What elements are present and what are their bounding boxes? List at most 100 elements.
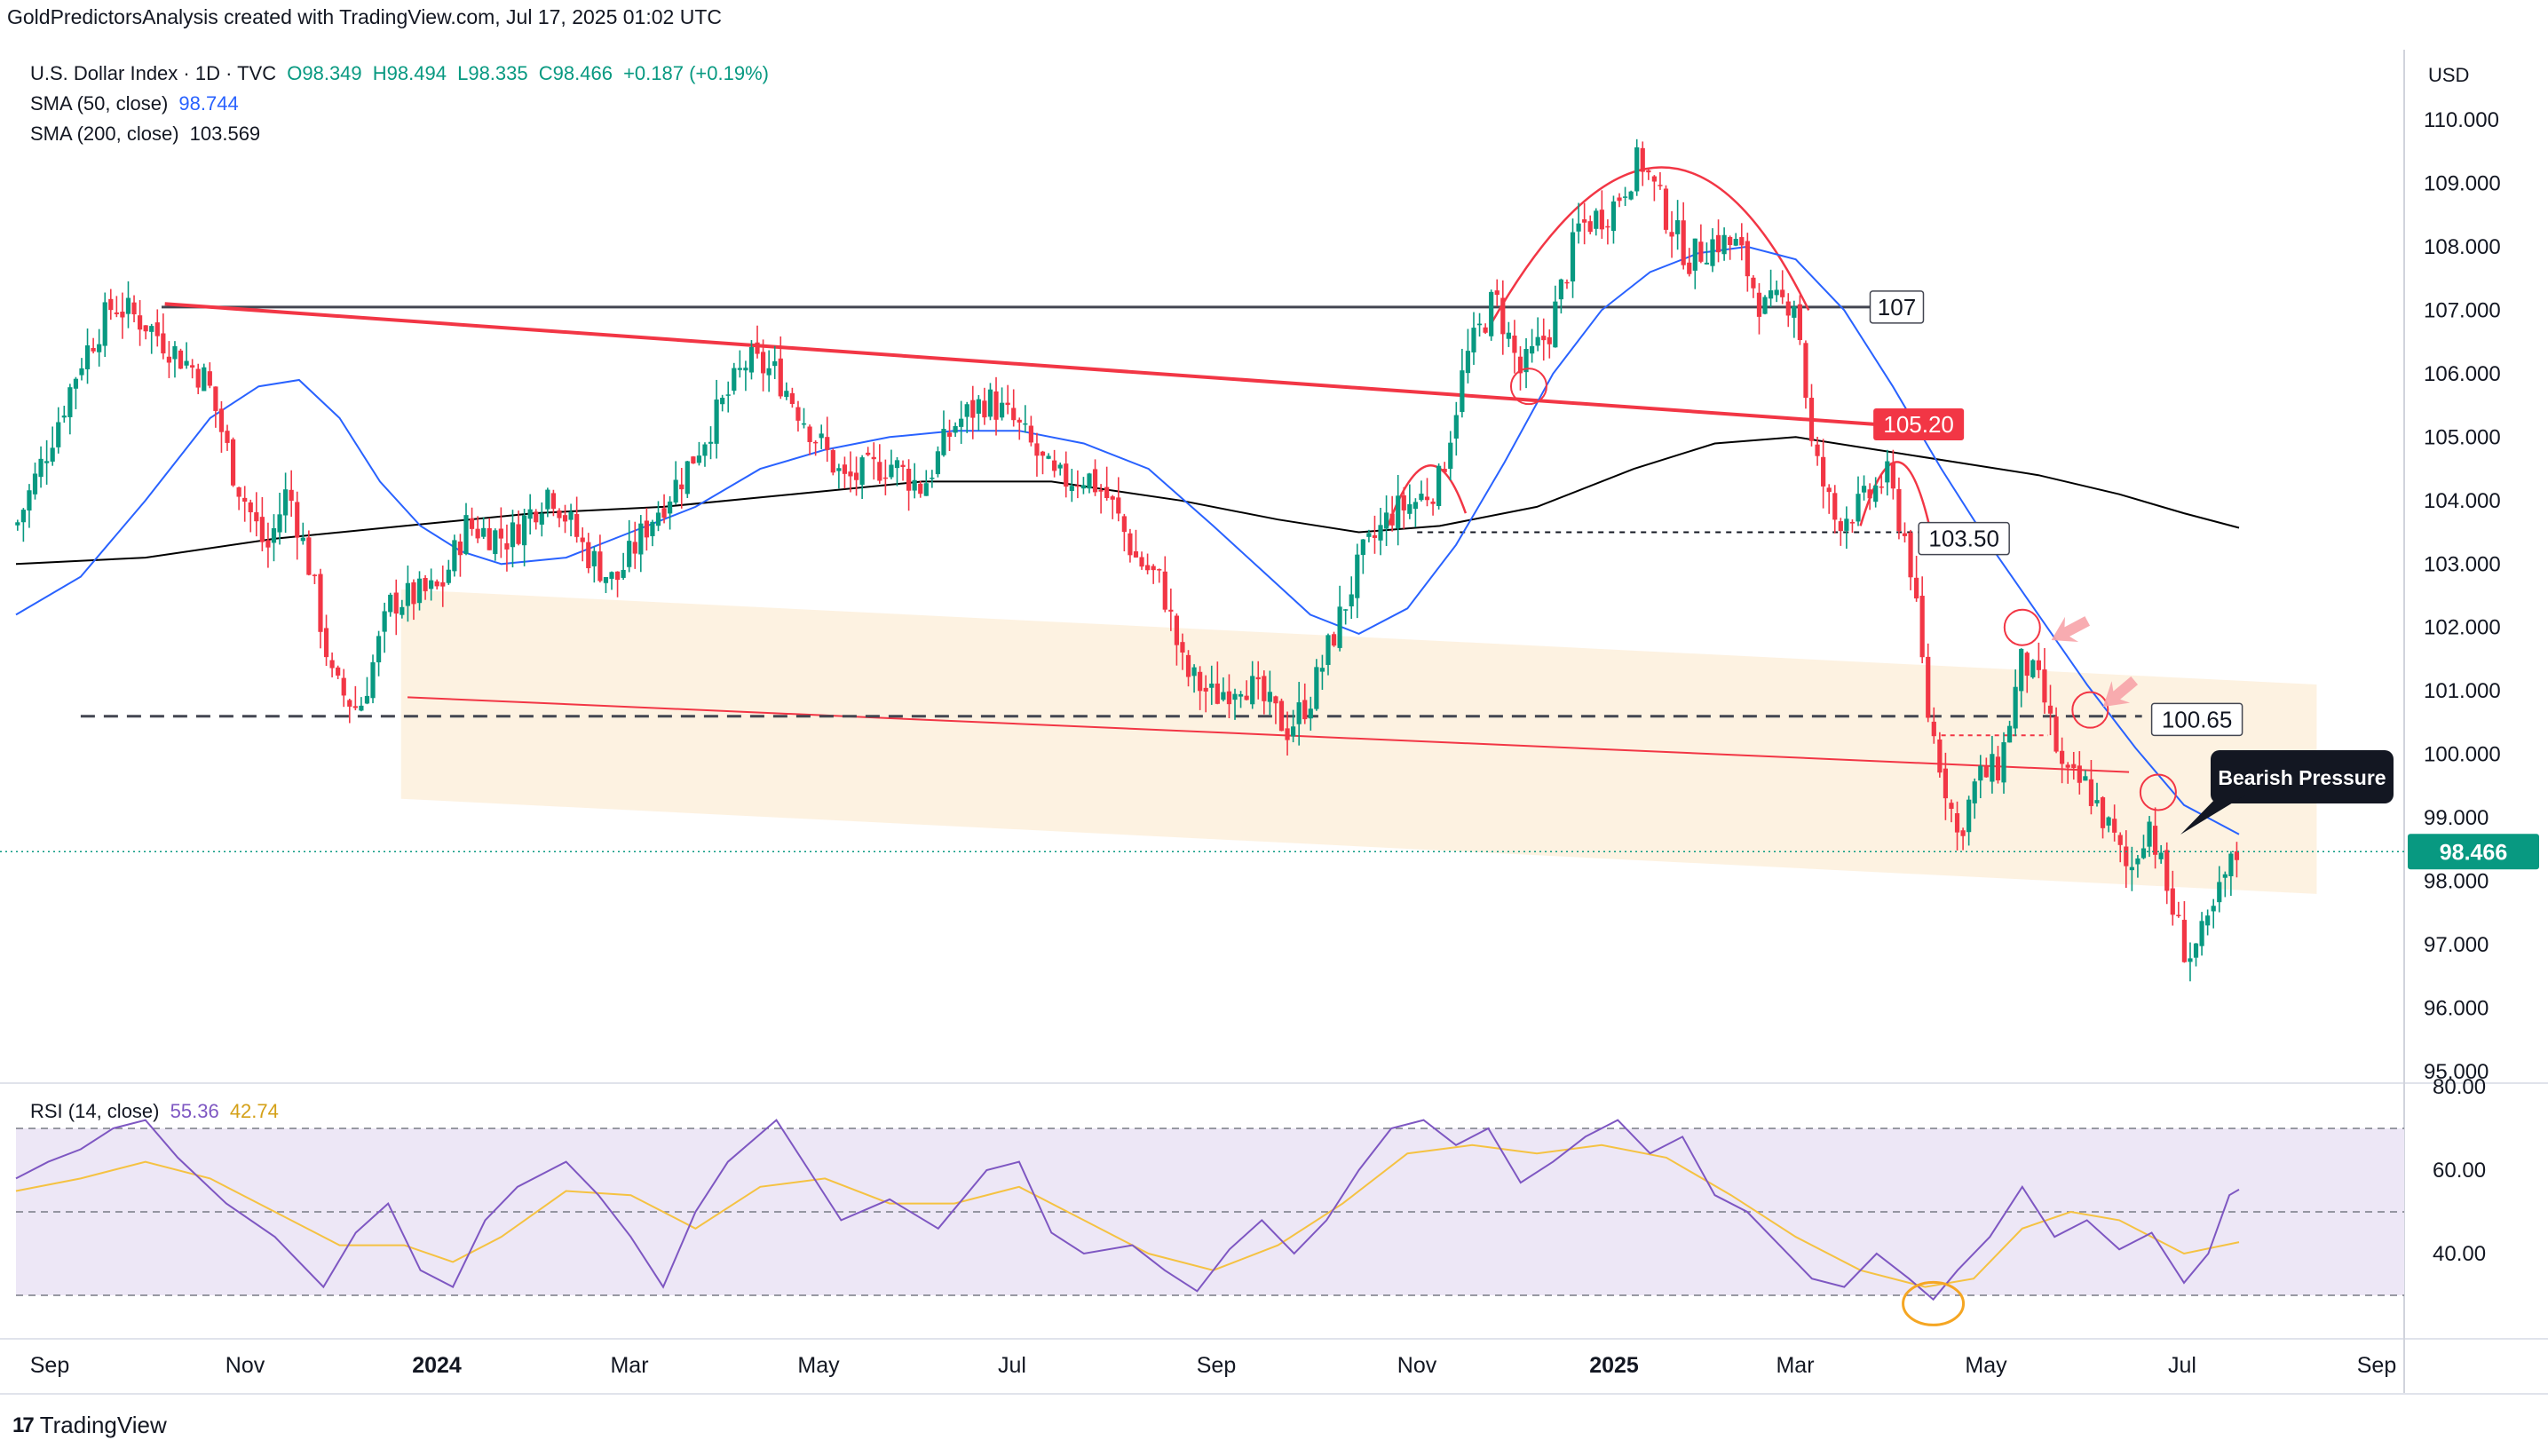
candle-body [778, 358, 783, 397]
candle-body [1826, 487, 1832, 493]
candle-body [1407, 503, 1412, 514]
candle-body [1389, 513, 1395, 526]
candle-body [1739, 237, 1745, 246]
callout-text: Bearish Pressure [2218, 766, 2386, 789]
candle-body [2024, 653, 2030, 677]
candle-body [1087, 473, 1092, 489]
candle-body [108, 298, 114, 311]
candle-body [1972, 781, 1977, 803]
candle-body [1244, 695, 1249, 700]
candle-body [522, 515, 527, 546]
candle-body [2047, 705, 2053, 714]
rounded-top-arc [1490, 166, 1810, 324]
candle-body [1128, 533, 1133, 556]
candle-body [591, 550, 597, 566]
candle-body [1360, 539, 1365, 556]
candle-body [1092, 469, 1098, 493]
candle-body [1512, 336, 1517, 353]
candle-body [1867, 489, 1872, 499]
candle-body [894, 460, 900, 469]
sma200-legend[interactable]: SMA (200, close) 103.569 [30, 123, 265, 146]
label-100-text: 100.65 [2162, 706, 2233, 732]
candle-body [440, 582, 446, 587]
time-tick-label: Jul [998, 1353, 1026, 1378]
price-tick-label: 103.000 [2424, 552, 2501, 576]
candle-body [2176, 914, 2181, 917]
candle-body [650, 521, 655, 536]
candle-body [819, 433, 824, 439]
candle-body [1582, 219, 1587, 223]
candle-body [1412, 502, 1418, 510]
candle-body [586, 542, 591, 568]
candle-body [114, 312, 119, 314]
candle-body [1057, 464, 1063, 469]
candle-body [1535, 336, 1540, 346]
candle-body [1453, 415, 1459, 439]
candle-body [1064, 463, 1069, 487]
candle-body [149, 326, 154, 332]
candle-body [84, 345, 91, 369]
sma50-legend[interactable]: SMA (50, close) 98.744 [30, 92, 244, 115]
candle-body [627, 541, 632, 567]
candle-body [993, 391, 999, 420]
channel-midline [407, 696, 2130, 773]
candle-body [2147, 821, 2152, 847]
candle-body [289, 489, 294, 502]
candle-body [230, 439, 236, 486]
candle-body [446, 569, 451, 583]
candle-body [1448, 442, 1453, 470]
candle-body [789, 392, 795, 405]
candle-body [900, 464, 906, 467]
candle-body [393, 592, 399, 614]
candle-body [1960, 830, 1966, 836]
rsi-legend[interactable]: RSI (14, close) 55.36 42.74 [30, 1100, 284, 1123]
candle-body [1046, 455, 1051, 459]
price-tick-label: 96.000 [2424, 997, 2489, 1021]
candle-body [1325, 635, 1331, 665]
candle-body [1337, 606, 1342, 648]
candle-body [1587, 221, 1593, 233]
candle-body [2199, 921, 2204, 946]
brand-name: TradingView [39, 1412, 167, 1438]
candle-body [684, 461, 690, 495]
time-tick-label: 2024 [412, 1353, 462, 1378]
candle-body [644, 520, 649, 538]
candle-body [743, 368, 748, 371]
price-tick-label: 101.000 [2424, 679, 2501, 703]
candle-body [1471, 328, 1476, 352]
candle-body [882, 477, 888, 479]
candle-body [1419, 494, 1424, 501]
candle-body [2071, 764, 2077, 769]
candle-body [1762, 297, 1768, 314]
label-107-box [1869, 290, 1925, 324]
candle-body [842, 464, 848, 474]
candle-body [871, 456, 876, 460]
candle-body [877, 462, 882, 481]
price-tick-label: 105.000 [2424, 425, 2501, 449]
tradingview-brand[interactable]: 17 TradingView [12, 1412, 167, 1439]
candle-body [1238, 693, 1244, 697]
candle-body [254, 511, 259, 522]
sma200-value: 103.569 [189, 123, 261, 145]
candle-body [2228, 853, 2234, 877]
candle-body [1715, 234, 1721, 253]
candle-body [889, 464, 894, 478]
candle-body [1634, 146, 1640, 192]
candle-body [1774, 289, 1779, 296]
candle-body [550, 493, 557, 510]
candle-body [1995, 756, 2001, 780]
candle-body [696, 455, 702, 463]
price-tick-label: 106.000 [2424, 362, 2501, 386]
candle-body [283, 489, 289, 516]
candle-body [1185, 654, 1191, 677]
candle-body [562, 515, 568, 522]
candle-body [1278, 700, 1285, 732]
candle-body [67, 387, 73, 417]
candle-body [434, 581, 439, 587]
candle-body [1681, 220, 1686, 265]
candle-body [27, 490, 32, 511]
candle-body [32, 473, 38, 495]
candle-body [265, 540, 271, 548]
symbol-legend[interactable]: U.S. Dollar Index · 1D · TVC O98.349 H98… [30, 62, 774, 85]
